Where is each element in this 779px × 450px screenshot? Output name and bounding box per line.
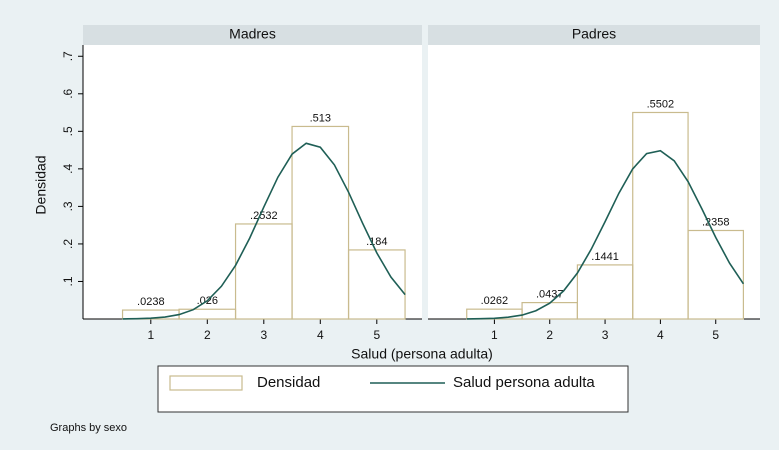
x-tick-label: 4 xyxy=(657,328,664,342)
panel-title: Madres xyxy=(229,26,276,42)
data-label: .2358 xyxy=(702,216,730,228)
density-curve xyxy=(466,149,745,320)
legend-label: Densidad xyxy=(257,374,320,391)
legend-swatch xyxy=(169,375,243,391)
x-tick-label: 4 xyxy=(317,328,324,342)
y-tick-label: .2 xyxy=(61,239,75,249)
data-label: .5502 xyxy=(647,98,675,110)
x-tick-label: 5 xyxy=(712,328,719,342)
bar xyxy=(347,249,406,320)
y-tick-label: .7 xyxy=(61,51,75,61)
bar xyxy=(632,111,689,320)
x-tick-label: 3 xyxy=(260,328,267,342)
bar xyxy=(687,229,744,320)
x-tick-label: 3 xyxy=(602,328,609,342)
y-tick-label: .1 xyxy=(61,276,75,286)
plot-area xyxy=(83,45,422,319)
y-axis-label: Densidad xyxy=(33,155,49,214)
x-axis-label: Salud (persona adulta) xyxy=(351,346,493,362)
legend-label: Salud persona adulta xyxy=(453,374,595,391)
data-label: .184 xyxy=(366,236,387,248)
panel-strip xyxy=(428,25,760,45)
y-tick-label: .5 xyxy=(61,126,75,136)
panel-strip xyxy=(83,25,422,45)
y-tick-label: .6 xyxy=(61,88,75,98)
data-label: .2532 xyxy=(250,210,278,222)
plot-area xyxy=(428,45,760,319)
x-tick-label: 2 xyxy=(204,328,211,342)
x-tick-label: 2 xyxy=(546,328,553,342)
data-label: .513 xyxy=(310,112,331,124)
data-label: .1441 xyxy=(591,251,619,263)
bar xyxy=(291,125,350,320)
x-tick-label: 5 xyxy=(373,328,380,342)
data-label: .0262 xyxy=(481,295,509,307)
panel-title: Padres xyxy=(572,26,616,42)
data-label: .0238 xyxy=(137,296,165,308)
y-tick-label: .4 xyxy=(61,164,75,174)
x-tick-label: 1 xyxy=(491,328,498,342)
note: Graphs by sexo xyxy=(50,422,127,434)
y-tick-label: .3 xyxy=(61,201,75,211)
x-tick-label: 1 xyxy=(147,328,154,342)
legend-box xyxy=(157,365,629,413)
density-curve xyxy=(122,142,406,320)
